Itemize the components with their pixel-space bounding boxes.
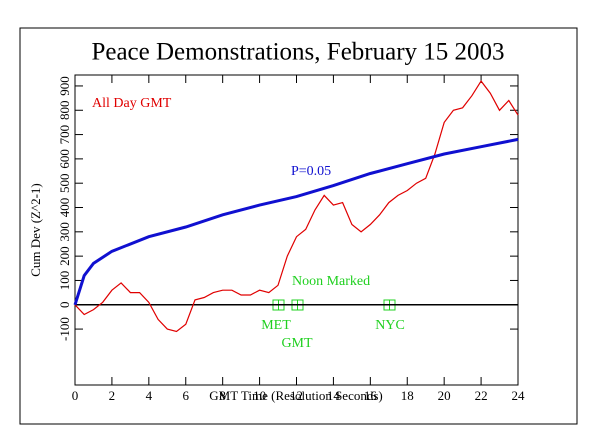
y-axis-label: Cum Dev (Z^2-1)	[28, 183, 43, 276]
x-tick-label: 14	[327, 388, 341, 403]
annotation: MET	[261, 318, 291, 333]
series-line	[73, 137, 519, 306]
x-axis-label: GMT Time (Resolution Seconds)	[209, 388, 382, 403]
frame	[19, 27, 578, 425]
chart-title: Peace Demonstrations, February 15 2003	[91, 39, 504, 66]
y-tick-label: 500	[57, 173, 72, 193]
x-tick-label: 2	[109, 388, 116, 403]
y-tick-label: 300	[57, 222, 72, 242]
y-tick-label: 800	[57, 101, 72, 121]
x-tick-label: 4	[146, 388, 153, 403]
y-tick-label: 900	[57, 76, 72, 96]
y-tick-label: 100	[57, 271, 72, 291]
x-tick-label: 18	[401, 388, 414, 403]
x-tick-label: 16	[364, 388, 378, 403]
x-tick-label: 24	[512, 388, 526, 403]
series-line	[74, 80, 519, 333]
annotation: NYC	[375, 318, 405, 333]
annotation: All Day GMT	[92, 96, 172, 111]
y-tick-label: 200	[57, 246, 72, 266]
y-tick-label: 0	[57, 302, 72, 309]
x-tick-label: 22	[475, 388, 488, 403]
y-tick-label: 700	[57, 125, 72, 145]
annotation: Noon Marked	[292, 274, 370, 289]
x-tick-label: 8	[219, 388, 226, 403]
x-tick-label: 12	[290, 388, 303, 403]
x-tick-label: 0	[72, 388, 79, 403]
annotation: GMT	[281, 336, 313, 351]
x-tick-label: 6	[183, 388, 190, 403]
y-tick-label: 600	[57, 149, 72, 169]
x-tick-label: 20	[438, 388, 451, 403]
y-tick-label: -100	[57, 317, 72, 341]
y-tick-label: 400	[57, 198, 72, 218]
annotation: P=0.05	[291, 164, 331, 179]
x-tick-label: 10	[253, 388, 266, 403]
